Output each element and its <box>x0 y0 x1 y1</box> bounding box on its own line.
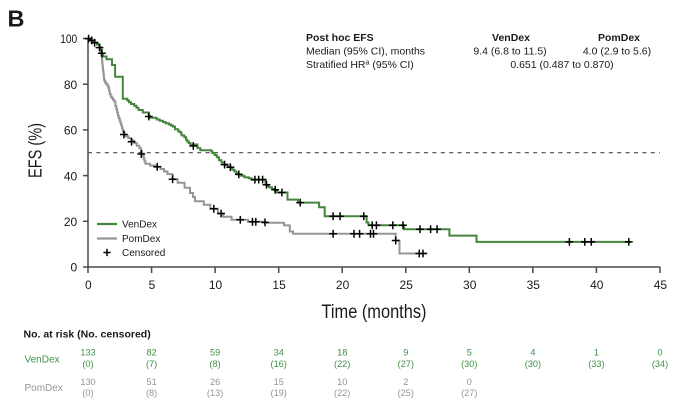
svg-text:VenDex: VenDex <box>25 355 60 366</box>
svg-text:(13): (13) <box>207 388 223 398</box>
svg-text:VenDex: VenDex <box>122 220 157 231</box>
svg-text:51: 51 <box>146 377 156 387</box>
svg-text:(7): (7) <box>146 359 157 369</box>
svg-text:(0): (0) <box>82 388 93 398</box>
svg-text:20: 20 <box>336 278 350 292</box>
svg-text:4.0 (2.9 to 5.6): 4.0 (2.9 to 5.6) <box>583 46 651 58</box>
svg-text:2: 2 <box>403 377 408 387</box>
svg-text:Post hoc EFS: Post hoc EFS <box>306 32 374 44</box>
svg-text:(27): (27) <box>461 388 477 398</box>
svg-text:(0): (0) <box>82 359 93 369</box>
svg-text:(33): (33) <box>588 359 604 369</box>
svg-text:80: 80 <box>64 78 78 92</box>
svg-text:EFS (%): EFS (%) <box>26 123 46 178</box>
svg-text:(19): (19) <box>271 388 287 398</box>
svg-text:(22): (22) <box>334 359 350 369</box>
svg-text:25: 25 <box>400 278 414 292</box>
svg-text:5: 5 <box>149 278 156 292</box>
svg-text:15: 15 <box>274 377 284 387</box>
svg-text:(25): (25) <box>398 388 414 398</box>
svg-text:59: 59 <box>210 348 220 358</box>
svg-text:20: 20 <box>64 215 78 229</box>
svg-text:9: 9 <box>403 348 408 358</box>
svg-text:Median (95% CI), months: Median (95% CI), months <box>306 46 425 58</box>
svg-text:(34): (34) <box>652 359 668 369</box>
svg-text:60: 60 <box>64 124 78 138</box>
svg-text:(8): (8) <box>146 388 157 398</box>
svg-text:40: 40 <box>590 278 604 292</box>
svg-text:(30): (30) <box>461 359 477 369</box>
svg-text:30: 30 <box>463 278 477 292</box>
svg-text:Time (months): Time (months) <box>322 302 427 323</box>
svg-text:5: 5 <box>467 348 472 358</box>
svg-text:18: 18 <box>337 348 347 358</box>
svg-text:VenDex: VenDex <box>492 32 530 44</box>
svg-text:Stratified HRa (95% CI): Stratified HRa (95% CI) <box>306 59 414 71</box>
svg-text:0: 0 <box>71 261 78 275</box>
svg-text:(30): (30) <box>525 359 541 369</box>
svg-text:(27): (27) <box>398 359 414 369</box>
svg-text:34: 34 <box>274 348 284 358</box>
svg-text:PomDex: PomDex <box>122 234 160 245</box>
svg-text:10: 10 <box>337 377 347 387</box>
svg-text:0: 0 <box>85 278 92 292</box>
svg-text:130: 130 <box>80 377 95 387</box>
svg-text:0: 0 <box>467 377 472 387</box>
svg-text:0: 0 <box>657 348 662 358</box>
svg-text:100: 100 <box>60 32 77 46</box>
svg-text:No. at risk (No. censored): No. at risk (No. censored) <box>24 329 151 341</box>
svg-text:PomDex: PomDex <box>25 383 63 394</box>
svg-text:(8): (8) <box>209 359 220 369</box>
svg-text:15: 15 <box>272 278 286 292</box>
svg-text:4: 4 <box>530 348 535 358</box>
svg-text:40: 40 <box>64 169 78 183</box>
svg-text:1: 1 <box>594 348 599 358</box>
svg-text:9.4 (6.8 to 11.5): 9.4 (6.8 to 11.5) <box>473 46 546 58</box>
svg-text:PomDex: PomDex <box>598 32 640 44</box>
svg-text:B: B <box>8 6 25 32</box>
svg-text:26: 26 <box>210 377 220 387</box>
svg-text:(16): (16) <box>271 359 287 369</box>
svg-text:(22): (22) <box>334 388 350 398</box>
svg-text:82: 82 <box>146 348 156 358</box>
svg-text:133: 133 <box>80 348 95 358</box>
svg-text:Censored: Censored <box>122 248 165 259</box>
svg-text:45: 45 <box>654 278 668 292</box>
svg-text:35: 35 <box>527 278 541 292</box>
svg-text:0.651 (0.487 to 0.870): 0.651 (0.487 to 0.870) <box>510 59 613 71</box>
svg-text:10: 10 <box>209 278 223 292</box>
